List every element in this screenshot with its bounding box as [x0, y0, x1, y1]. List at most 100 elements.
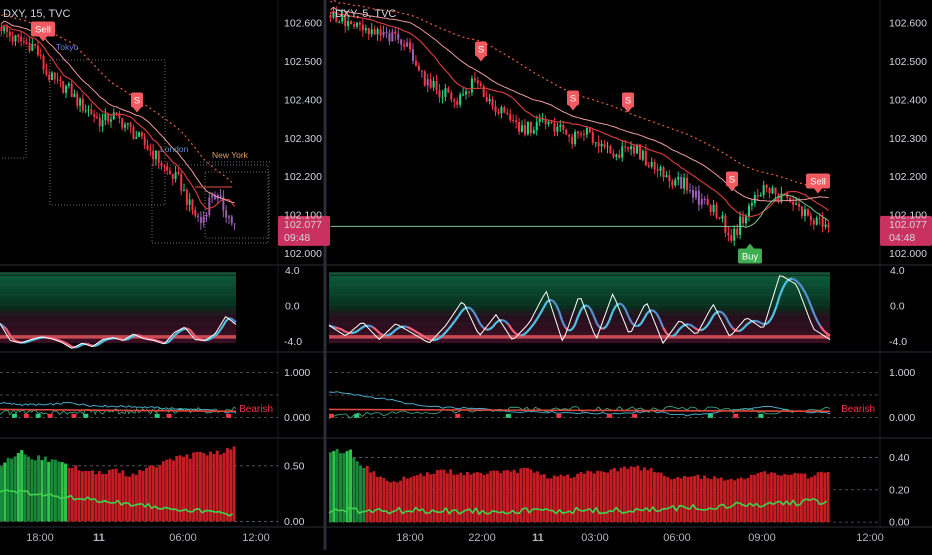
oscillator-signal-line	[178, 331, 179, 332]
volume-bar	[753, 475, 756, 522]
candle	[459, 94, 461, 104]
trend-dotted-line	[331, 0, 829, 192]
candle	[17, 35, 19, 37]
volume-bar	[13, 456, 16, 521]
volume-bar	[747, 478, 750, 522]
volume-bar	[105, 474, 108, 522]
oscillator-signal-line	[212, 337, 213, 338]
oscillator-signal-line	[351, 333, 354, 334]
oscillator-signal-line	[98, 344, 99, 345]
volume-bar	[509, 471, 512, 522]
volume-bar-highlight	[3, 463, 6, 522]
candle	[471, 78, 473, 92]
signal-pointer	[814, 189, 822, 194]
volume-bar-highlight	[40, 460, 43, 521]
candle	[356, 23, 358, 27]
volume-bar	[94, 474, 97, 521]
candle	[574, 132, 576, 144]
candle	[29, 43, 31, 51]
trend-tick-label: 0.000	[889, 412, 915, 424]
time-tick-label: 22:00	[468, 532, 496, 544]
trend-dot	[632, 414, 637, 418]
candle	[497, 112, 499, 114]
volume-bar	[396, 482, 399, 522]
candle	[436, 81, 438, 90]
volume-bar	[656, 472, 659, 522]
volume-bar	[633, 467, 636, 522]
trend-dot	[48, 414, 53, 418]
oscillator-signal-line	[190, 330, 191, 332]
volume-bar	[653, 472, 656, 522]
trend-dot	[607, 414, 612, 418]
volume-bar	[686, 477, 689, 522]
oscillator-signal-line	[338, 328, 341, 329]
trend-dot	[83, 414, 88, 418]
candle	[104, 114, 106, 120]
volume-bar	[493, 470, 496, 522]
volume-bar	[710, 479, 713, 522]
candle	[827, 224, 829, 227]
volume-bar	[533, 473, 536, 523]
candle	[59, 80, 61, 81]
oscillator-signal-line	[427, 338, 430, 340]
oscillator-signal-line	[129, 338, 130, 339]
signal-pointer	[746, 244, 754, 249]
volume-bar	[676, 477, 679, 522]
volume-bar-highlight	[61, 462, 64, 521]
volume-bar	[386, 481, 389, 522]
volume-bar	[516, 473, 519, 522]
candle	[503, 107, 505, 113]
candle	[468, 92, 470, 93]
candle	[698, 191, 700, 205]
volume-bar	[790, 475, 793, 523]
candle	[57, 79, 59, 80]
volume-bar	[226, 448, 229, 521]
volume-bar	[30, 459, 33, 521]
candle	[391, 32, 393, 42]
volume-bar-highlight	[349, 450, 352, 523]
candle	[102, 120, 104, 126]
volume-bar	[580, 472, 583, 522]
candle	[14, 35, 16, 41]
volume-bar	[736, 478, 739, 522]
candle	[772, 188, 774, 193]
candle	[359, 23, 361, 25]
volume-bar	[439, 470, 442, 522]
candle	[353, 24, 355, 27]
oscillator-signal-line	[4, 327, 5, 328]
oscillator-signal-line	[211, 338, 212, 339]
candle	[374, 29, 376, 34]
candle	[183, 190, 185, 191]
candle	[0, 27, 2, 31]
candle	[12, 36, 14, 41]
volume-bar	[389, 482, 392, 522]
candle	[730, 235, 732, 241]
volume-bar	[44, 457, 47, 522]
volume-bar	[773, 473, 776, 522]
volume-bar	[24, 455, 27, 522]
candle	[780, 194, 782, 202]
oscillator-signal-line	[232, 319, 233, 320]
volume-bar	[600, 471, 603, 522]
volume-bar	[630, 466, 633, 522]
oscillator-signal-line	[77, 346, 78, 347]
symbol-label: DXY, 5, TVC	[335, 8, 396, 20]
candle	[798, 204, 800, 207]
candle	[34, 44, 36, 46]
candle	[677, 177, 679, 180]
volume-bar	[663, 476, 666, 522]
oscillator-signal-line	[140, 336, 141, 337]
volume-bar	[473, 473, 476, 522]
session-label-tokyo: Tokyo	[56, 42, 78, 52]
volume-bar	[27, 457, 30, 522]
candle	[477, 80, 479, 83]
oscillator-signal-line	[101, 342, 102, 343]
oscillator-signal-line	[144, 338, 145, 339]
candle	[9, 32, 11, 36]
oscillator-signal-line	[141, 336, 142, 337]
candle	[651, 162, 653, 167]
volume-bar	[726, 480, 729, 523]
oscillator-signal-line	[171, 338, 172, 340]
trend-dot	[506, 414, 511, 418]
candle	[633, 146, 635, 153]
